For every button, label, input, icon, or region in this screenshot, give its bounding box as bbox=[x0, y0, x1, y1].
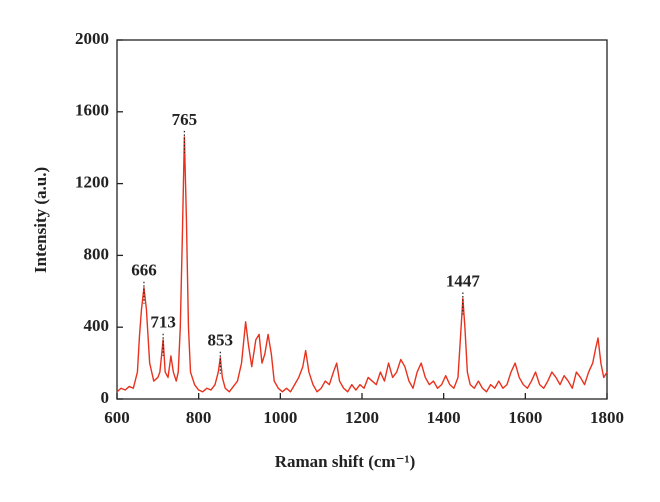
x-tick-label: 1800 bbox=[590, 408, 624, 427]
x-tick-label: 1600 bbox=[508, 408, 542, 427]
x-tick-label: 1200 bbox=[345, 408, 379, 427]
x-tick-label: 1400 bbox=[427, 408, 461, 427]
y-tick-label: 1200 bbox=[75, 173, 109, 192]
peak-label: 666 bbox=[131, 261, 157, 280]
x-tick-label: 800 bbox=[186, 408, 212, 427]
x-tick-label: 1000 bbox=[263, 408, 297, 427]
spectrum-line bbox=[116, 136, 608, 393]
y-tick-label: 800 bbox=[84, 244, 110, 263]
x-tick-label: 600 bbox=[104, 408, 130, 427]
peak-label: 765 bbox=[172, 110, 198, 129]
y-tick-label: 0 bbox=[101, 388, 110, 407]
y-tick-label: 2000 bbox=[75, 29, 109, 48]
peak-label: 853 bbox=[208, 331, 234, 350]
y-tick-label: 400 bbox=[84, 316, 110, 335]
plot-frame bbox=[116, 39, 608, 400]
peak-label: 713 bbox=[150, 313, 176, 332]
x-axis-label: Raman shift (cm⁻¹) bbox=[275, 452, 416, 471]
y-tick-label: 1600 bbox=[75, 101, 109, 120]
peak-label: 1447 bbox=[446, 271, 481, 290]
y-axis-label: Intensity (a.u.) bbox=[31, 167, 50, 273]
